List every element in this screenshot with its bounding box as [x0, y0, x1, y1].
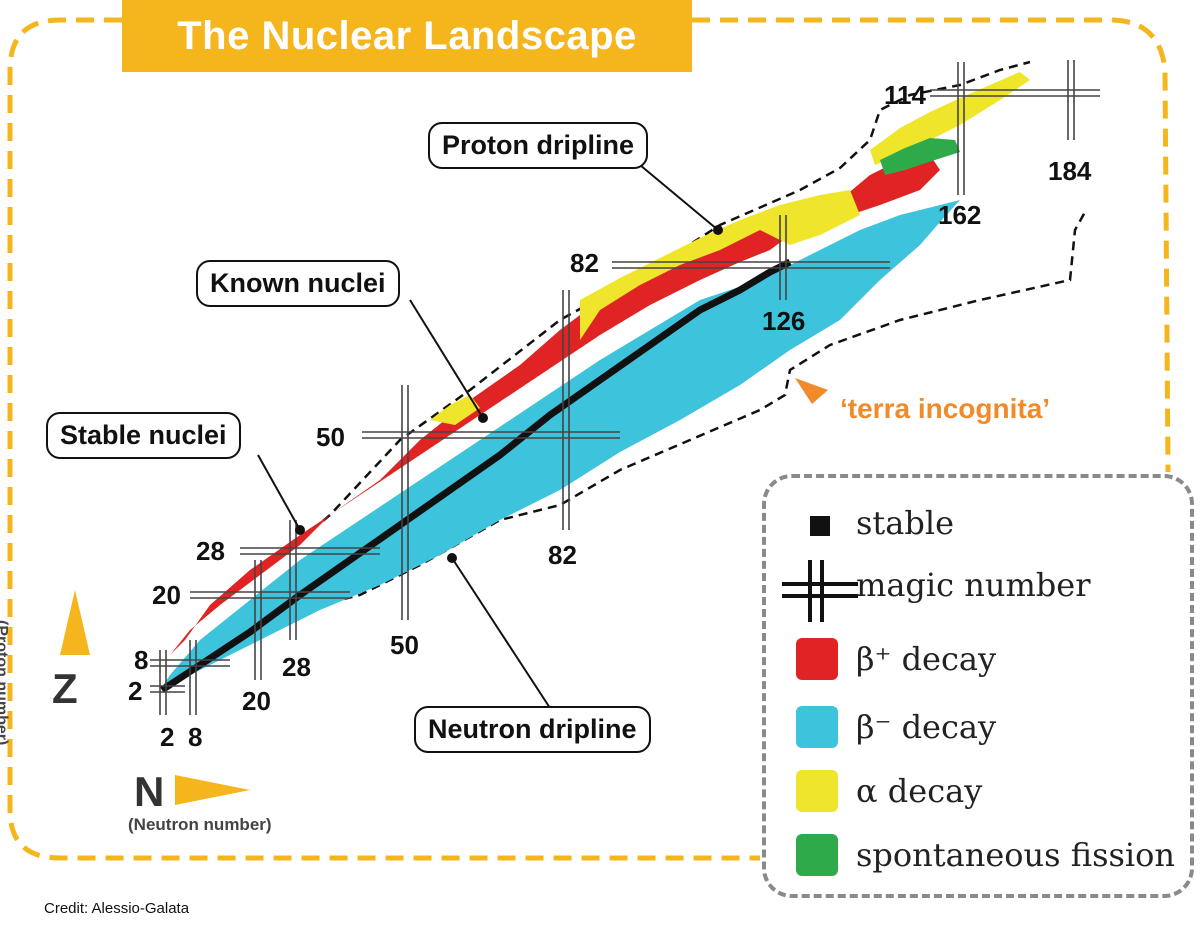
legend-beta-minus: β⁻ decay: [856, 708, 997, 746]
stable-valley: [160, 258, 792, 693]
lower-limit-dashed: [299, 211, 1087, 612]
page-title: The Nuclear Landscape: [122, 0, 692, 72]
magic-n-50: 50: [390, 630, 419, 660]
n-axis-label: (Neutron number): [128, 815, 272, 834]
magic-lines: [150, 60, 1100, 715]
magic-n-28: 28: [282, 652, 311, 682]
outer-frame-right: [692, 17, 1171, 473]
beta-minus-swatch: [796, 706, 838, 748]
known-nuclei-dot: [478, 413, 488, 423]
legend: stable magic number β⁺ decay β⁻ decay α …: [762, 474, 1194, 898]
terra-arrow: [795, 378, 828, 404]
magic-z-82: 82: [570, 248, 599, 278]
legend-alpha: α decay: [856, 772, 983, 810]
alpha-region: [580, 190, 860, 340]
beta-plus-region: [170, 215, 790, 655]
callout-leaders: [257, 164, 719, 709]
z-axis-arrow-icon: [60, 590, 90, 655]
magic-n-162: 162: [938, 200, 982, 230]
magic-n-184: 184: [1048, 156, 1092, 186]
alpha-swatch: [796, 770, 838, 812]
stable-nuclei-dot: [295, 525, 305, 535]
legend-stable: stable: [856, 504, 955, 542]
magic-number-icon: [782, 560, 858, 622]
known-nuclei-label: Known nuclei: [196, 260, 400, 307]
magic-z-114: 114: [884, 80, 926, 110]
beta-plus-swatch: [796, 638, 838, 680]
proton-dripline-label: Proton dripline: [428, 122, 648, 169]
magic-n-8: 8: [188, 722, 203, 752]
magic-n-20: 20: [242, 686, 271, 716]
neutron-dripline-label: Neutron dripline: [414, 706, 651, 753]
beta-plus-region-upper: [840, 155, 940, 215]
proton-dripline-dot: [713, 225, 723, 235]
z-axis-label: (Proton number): [0, 620, 10, 746]
magic-z-2: 2: [128, 676, 143, 706]
magic-n-126: 126: [762, 306, 806, 336]
magic-n-2: 2: [160, 722, 175, 752]
neutron-dripline-dot: [447, 553, 457, 563]
alpha-region-mid: [430, 395, 480, 425]
magic-z-20: 20: [152, 580, 181, 610]
magic-z-50: 50: [316, 422, 345, 452]
z-axis-symbol: Z: [52, 665, 78, 712]
magic-z-28: 28: [196, 536, 225, 566]
stable-nuclei-label: Stable nuclei: [46, 412, 241, 459]
beta-minus-region: [160, 200, 960, 690]
legend-magic-number: magic number: [856, 566, 1091, 604]
stable-swatch: [810, 516, 830, 536]
magic-z-8: 8: [134, 645, 149, 675]
credit-text: Credit: Alessio-Galata: [44, 900, 190, 917]
outer-frame: [7, 17, 760, 861]
upper-limit-dashed: [299, 60, 1031, 541]
n-axis-arrow-icon: [175, 775, 250, 805]
magic-n-82: 82: [548, 540, 577, 570]
n-axis-symbol: N: [134, 768, 165, 815]
fission-region: [880, 138, 960, 175]
legend-fission: spontaneous fission: [856, 836, 1176, 874]
fission-swatch: [796, 834, 838, 876]
terra-incognita-label: ‘terra incognita’: [840, 393, 1051, 424]
legend-beta-plus: β⁺ decay: [856, 640, 997, 678]
